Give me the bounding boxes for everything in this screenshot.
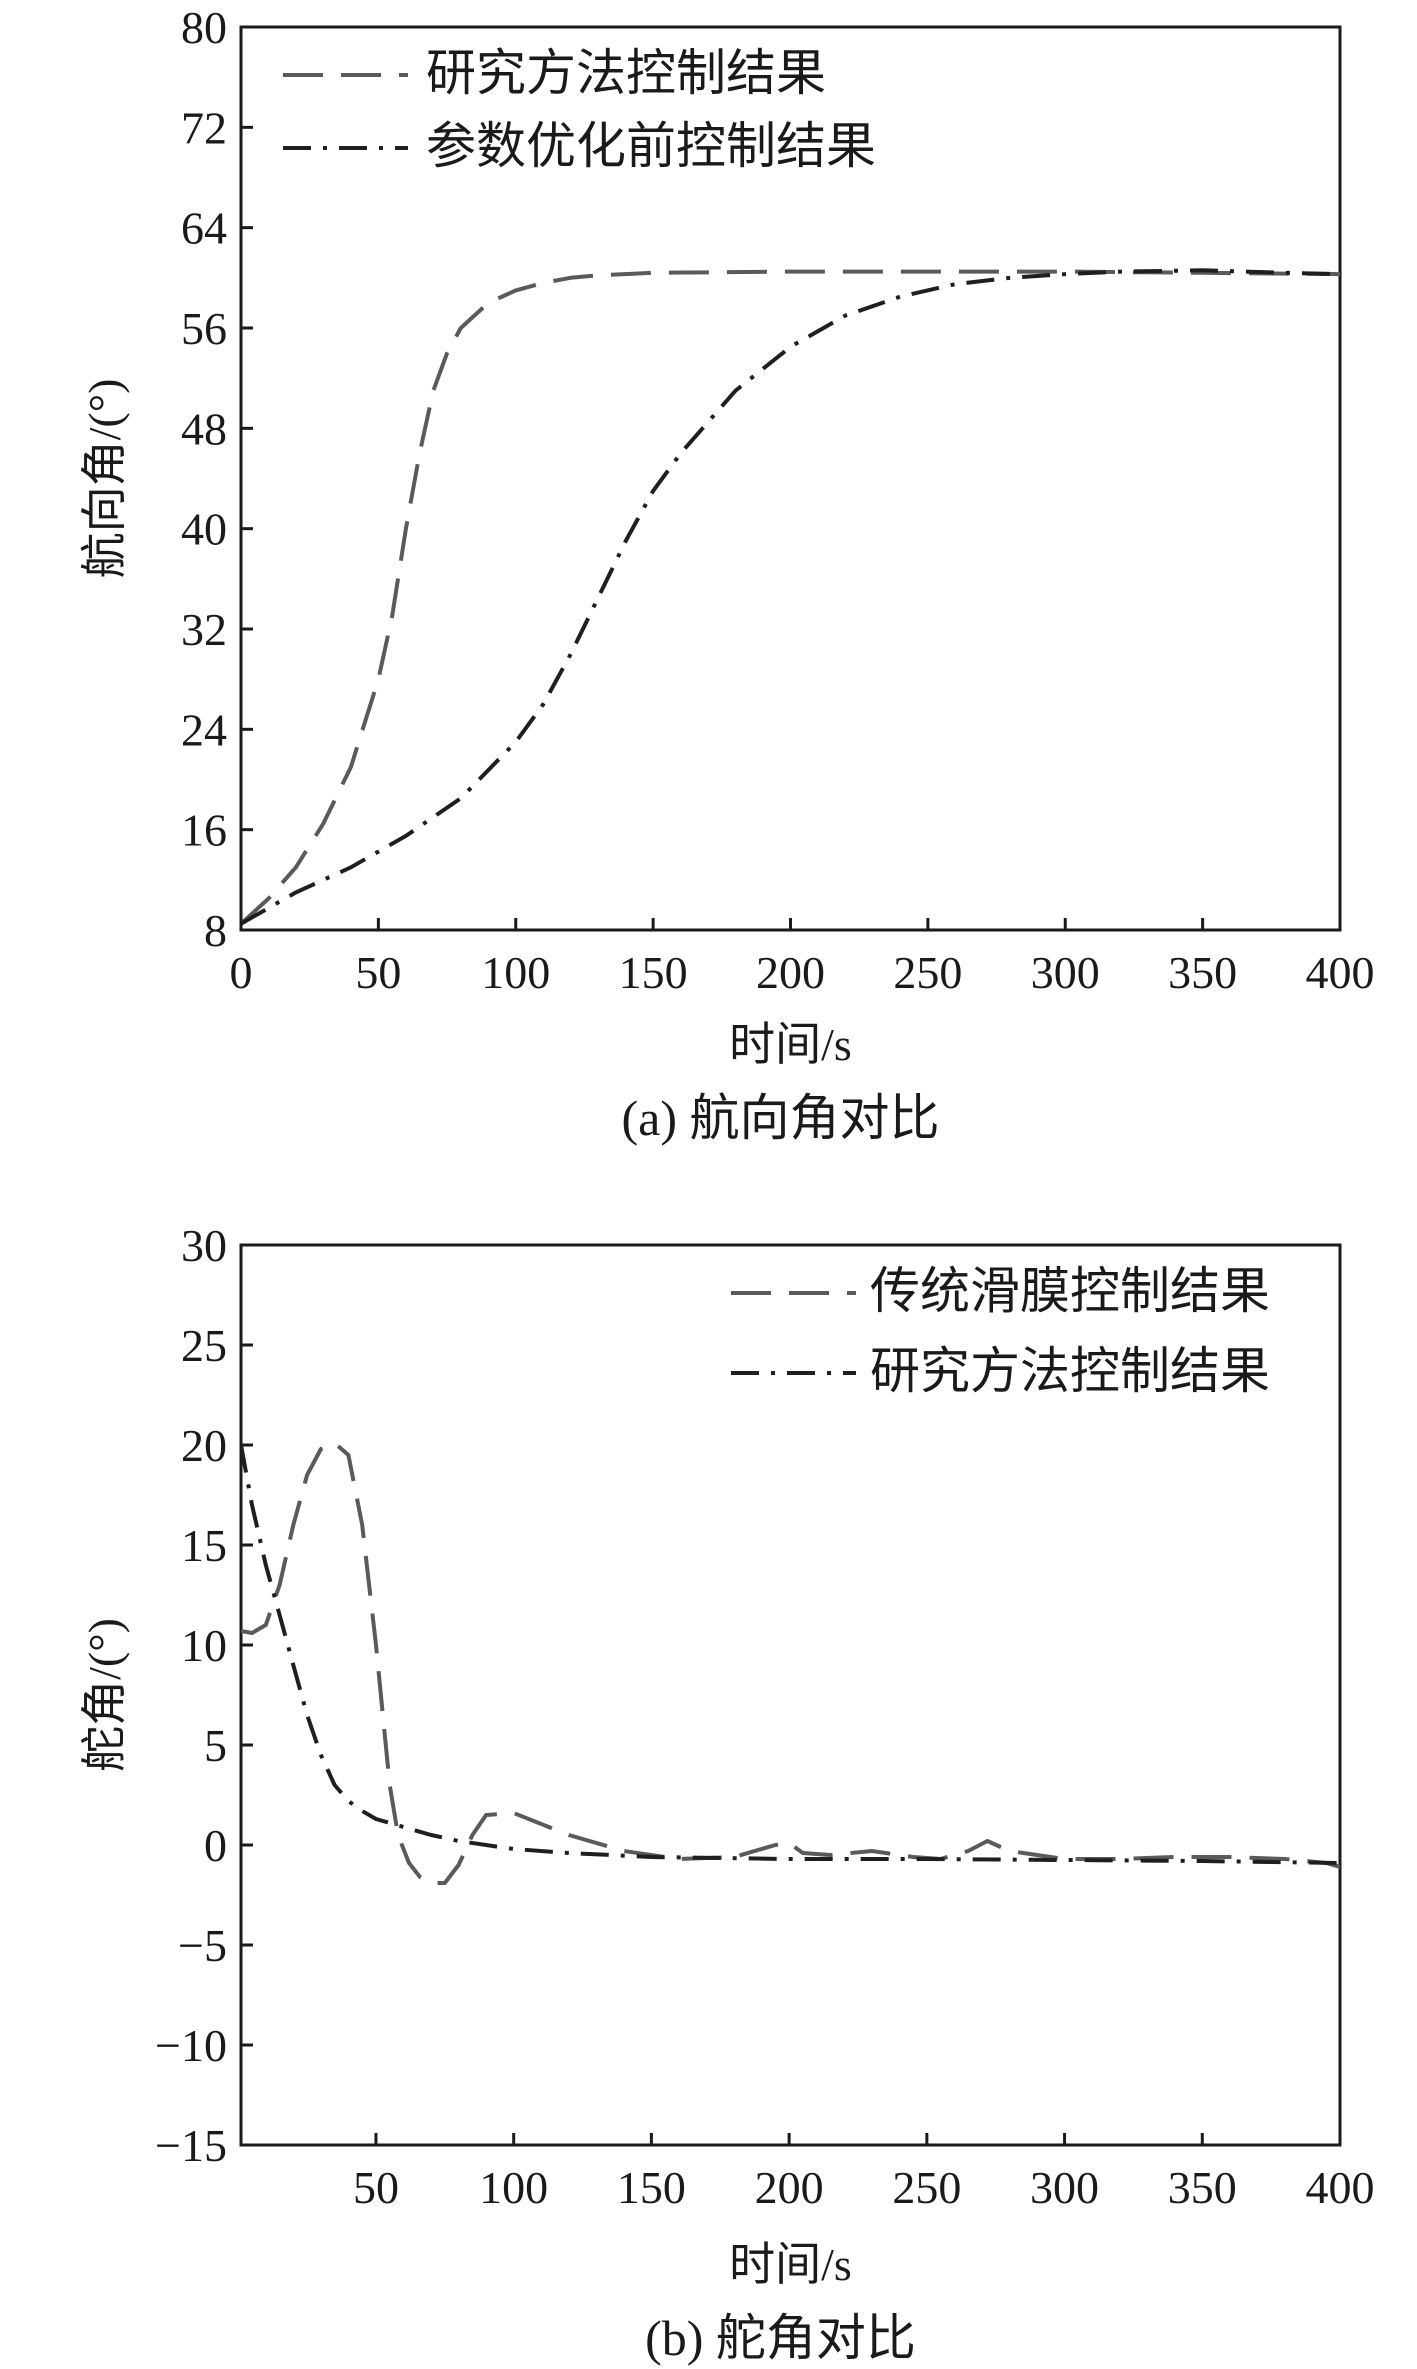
y-tick-label: 64 [181,203,227,254]
x-tick-label: 250 [892,2162,961,2213]
y-tick-label: 40 [181,504,227,555]
x-tick-label: 50 [355,947,401,998]
chart-heading-angle: 0 50 100 150 200 250 300 350 400 8 16 24 32 40 48 56 64 7… [79,2,1375,1146]
y-tick-label: 10 [181,1620,227,1671]
chart-caption: (b) 舵角对比 [645,2310,916,2366]
chart-rudder-angle: 50 100 150 200 250 300 350 400 −15 −10 −5 0 5 10 15 20 2… [79,1220,1375,2366]
y-tick-label: 24 [181,704,227,755]
y-tick-label: −15 [155,2120,227,2171]
legend-label-1: 传统滑膜控制结果 [870,1263,1270,1319]
y-tick-label: 15 [181,1520,227,1571]
y-tick-label: 25 [181,1320,227,1371]
legend-label-2: 参数优化前控制结果 [426,118,876,174]
x-tick-label: 50 [353,2162,399,2213]
y-tick-label: 30 [181,1220,227,1271]
x-tick-label: 100 [479,2162,548,2213]
series-line-1 [241,1441,1340,1885]
x-tick-label: 300 [1031,947,1100,998]
x-tick-label: 400 [1306,947,1375,998]
y-tick-label: 48 [181,403,227,454]
y-tick-label: 20 [181,1420,227,1471]
x-tick-label: 250 [893,947,962,998]
x-tick-label: 150 [619,947,688,998]
x-tick-label: 150 [617,2162,686,2213]
x-tick-label: 300 [1030,2162,1099,2213]
series-group [241,1441,1340,1885]
series-line-2 [241,268,1340,926]
x-tick-label: 0 [230,947,253,998]
y-tick-label: 8 [204,905,227,956]
legend-label-1: 研究方法控制结果 [426,45,826,101]
series-group [241,268,1340,926]
y-tick-label: 56 [181,303,227,354]
y-tick-label: 16 [181,805,227,856]
series-line-2 [241,1444,1340,1865]
legend-label-2: 研究方法控制结果 [870,1343,1270,1399]
x-tick-label: 200 [755,2162,824,2213]
x-tick-label: 100 [481,947,550,998]
y-tick-label: 80 [181,2,227,53]
y-axis-label: 舵角/(°) [79,1618,130,1772]
x-tick-label: 400 [1306,2162,1375,2213]
x-tick-label: 350 [1168,947,1237,998]
y-tick-label: −10 [155,2020,227,2071]
series-line-1 [241,269,1340,926]
y-tick-label: 32 [181,604,227,655]
y-tick-label: 5 [204,1720,227,1771]
x-tick-label: 350 [1168,2162,1237,2213]
x-tick-label: 200 [756,947,825,998]
y-tick-label: −5 [178,1920,227,1971]
chart-caption: (a) 航向角对比 [622,1090,940,1146]
x-axis-label: 时间/s [729,2239,852,2290]
y-tick-label: 0 [204,1820,227,1871]
y-tick-label: 72 [181,102,227,153]
x-axis-label: 时间/s [729,1019,852,1070]
y-axis-label: 航向角/(°) [79,379,130,579]
